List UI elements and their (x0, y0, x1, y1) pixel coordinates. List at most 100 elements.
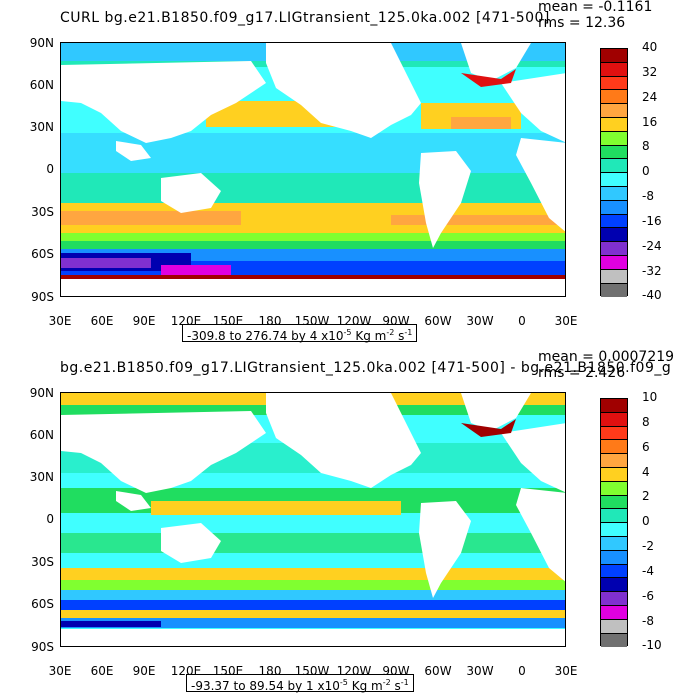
colorbar-swatch (601, 495, 627, 510)
curl-panel: CURL bg.e21.B1850.f09_g17.LIGtransient_1… (29, 0, 662, 343)
colorbar-swatch (601, 269, 627, 284)
range-exponent: -5 (339, 678, 348, 687)
colorbar-label: -2 (642, 539, 654, 554)
x-tick-label: 60E (90, 314, 114, 328)
y-tick-label: 30N (29, 120, 54, 134)
units-exponent-m: -2 (386, 328, 395, 337)
colorbar-swatch (601, 173, 627, 187)
y-tick-label: 30N (29, 470, 54, 484)
colorbar-swatch (601, 440, 627, 455)
units-s: s (398, 329, 405, 343)
x-tick-label: 0 (518, 314, 526, 328)
colorbar-swatch (601, 242, 627, 256)
colorbar-label: -16 (642, 213, 662, 228)
y-tick-label: 90S (31, 290, 54, 304)
x-tick-label: 30W (466, 314, 494, 328)
colorbar-swatch (601, 104, 627, 118)
colorbar-swatch (601, 536, 627, 551)
y-tick-label: 30S (31, 555, 54, 569)
colorbar-swatch (601, 564, 627, 579)
mean-value: mean = -0.1161 (538, 0, 653, 15)
x-tick-label: 0 (518, 664, 526, 678)
rms-value: rms = 2.426 (538, 365, 626, 381)
y-tick-label: 60N (29, 78, 54, 92)
colorbar-swatch (601, 145, 627, 160)
colorbar-swatch (601, 412, 627, 427)
colorbar-label: -4 (642, 563, 654, 578)
colorbar-swatch (601, 159, 627, 174)
difference-panel: bg.e21.B1850.f09_g17.LIGtransient_125.0k… (0, 350, 700, 700)
x-tick-label: 30E (48, 314, 72, 328)
curl-map (60, 42, 566, 297)
colorbar-label: 2 (642, 489, 650, 504)
colorbar-swatch (601, 228, 627, 243)
range-exponent: -5 (343, 328, 352, 337)
x-tick-label: 30W (466, 664, 494, 678)
rms-value: rms = 12.36 (538, 15, 626, 31)
colorbar-label: -32 (642, 263, 662, 278)
colorbar-label: 10 (642, 390, 658, 404)
colorbar-swatch (601, 90, 627, 105)
colorbar-swatch (601, 186, 627, 201)
x-tick-label: 30E (554, 314, 578, 328)
map-canvas (61, 393, 565, 646)
colorbar-swatch (601, 283, 627, 298)
units-exponent-s: -1 (404, 328, 413, 337)
colorbar-swatch (601, 76, 627, 91)
x-tick-label: 60W (424, 314, 452, 328)
colorbar-swatch (601, 481, 627, 496)
y-tick-label: 90N (29, 36, 54, 50)
contour-range-label: -93.37 to 89.54 by 1 x10-5 Kg m-2 s-1 (186, 674, 414, 693)
contour-range-label: -309.8 to 276.74 by 4 x10-5 Kg m-2 s-1 (182, 324, 418, 343)
units-text: Kg m (355, 329, 387, 343)
units-exponent-m: -2 (382, 678, 391, 687)
y-tick-label: 60S (31, 597, 54, 611)
y-tick-label: 30S (31, 205, 54, 219)
colorbar-label: -10 (642, 638, 662, 653)
colorbar-swatch (601, 592, 627, 606)
colorbar-swatch (601, 255, 627, 270)
colorbar-swatch (601, 550, 627, 565)
colorbar-swatch (601, 426, 627, 441)
colorbar (600, 48, 628, 298)
mean-value: mean = 0.0007219 (538, 349, 675, 365)
colorbar-swatch (601, 62, 627, 77)
colorbar-label: 6 (642, 439, 650, 454)
colorbar-label: 32 (642, 64, 658, 79)
y-tick-label: 90N (29, 386, 54, 400)
range-text: -93.37 to 89.54 by 1 x10 (191, 679, 340, 693)
panel-title: CURL bg.e21.B1850.f09_g17.LIGtransient_1… (60, 10, 550, 26)
colorbar-swatch (601, 578, 627, 593)
colorbar-label: -8 (642, 613, 654, 628)
colorbar-label: 8 (642, 139, 650, 154)
units-s: s (394, 679, 401, 693)
colorbar-swatch (601, 619, 627, 634)
colorbar-swatch (601, 399, 627, 413)
x-tick-label: 30E (554, 664, 578, 678)
x-tick-label: 90E (132, 314, 156, 328)
panel-title: bg.e21.B1850.f09_g17.LIGtransient_125.0k… (60, 360, 672, 376)
colorbar (600, 398, 628, 648)
colorbar-label: -40 (642, 288, 662, 303)
colorbar-label: 40 (642, 40, 658, 54)
colorbar-swatch (601, 214, 627, 229)
x-tick-label: 90E (132, 664, 156, 678)
colorbar-swatch (601, 467, 627, 482)
colorbar-label: 0 (642, 164, 650, 179)
colorbar-swatch (601, 454, 627, 468)
units-text: Kg m (351, 679, 383, 693)
y-tick-label: 0 (46, 162, 54, 176)
colorbar-label: -24 (642, 238, 662, 253)
range-text: -309.8 to 276.74 by 4 x10 (187, 329, 344, 343)
map-canvas (61, 43, 565, 296)
y-tick-label: 0 (46, 512, 54, 526)
colorbar-label: 4 (642, 464, 650, 479)
colorbar-swatch (601, 633, 627, 648)
colorbar-label: 8 (642, 414, 650, 429)
colorbar-swatch (601, 509, 627, 524)
colorbar-label: 16 (642, 114, 658, 129)
y-tick-label: 90S (31, 640, 54, 654)
colorbar-swatch (601, 605, 627, 620)
y-tick-label: 60S (31, 247, 54, 261)
colorbar-swatch (601, 117, 627, 132)
